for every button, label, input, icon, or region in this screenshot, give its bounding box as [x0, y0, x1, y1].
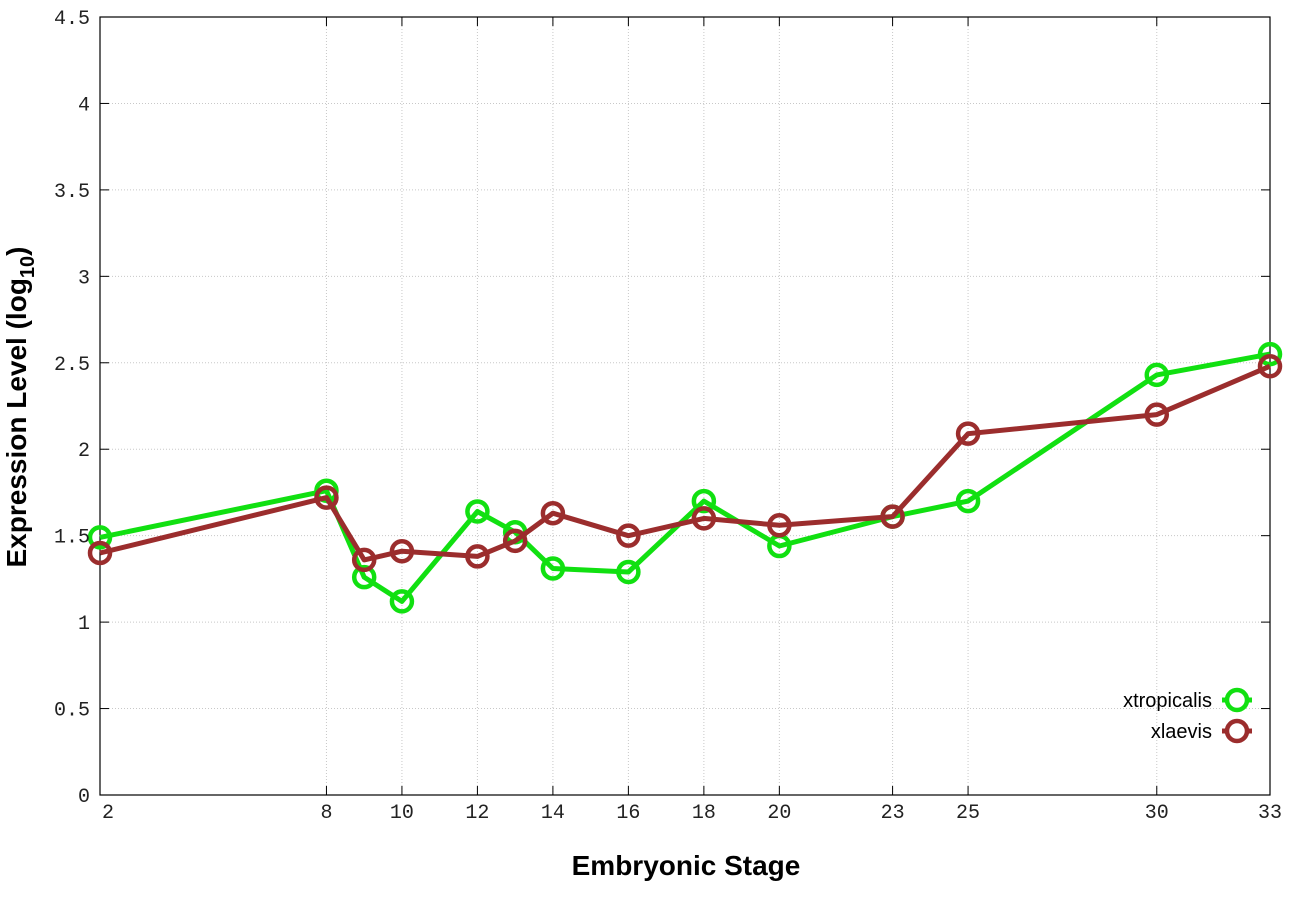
x-tick-label: 30	[1145, 802, 1169, 825]
y-axis-title-main: Expression Level (log	[1, 278, 32, 567]
data-point-xlaevis	[955, 421, 981, 446]
series-lines	[87, 341, 1283, 614]
x-tick-label: 8	[320, 802, 332, 825]
series-line-xlaevis	[99, 363, 1271, 563]
axes	[99, 16, 1271, 796]
data-point-xtropicalis	[1257, 341, 1283, 367]
data-point-xlaevis	[87, 540, 113, 566]
legend-label-xtropicalis: xtropicalis	[1123, 690, 1212, 712]
y-tick-label: 3	[78, 267, 90, 290]
data-point-xtropicalis	[540, 556, 566, 581]
data-point-xtropicalis	[1144, 362, 1170, 388]
data-point-xtropicalis	[465, 499, 490, 524]
y-tick-label: 0	[78, 786, 90, 809]
tick-labels: 0 0.5 1 1.5 2 2.5 3 3.5 4 4.5 2 8 10 12 14 16 18 20 23 25 30…	[54, 8, 1282, 825]
y-tick-label: 2.5	[54, 354, 90, 377]
data-point-xlaevis	[351, 547, 377, 573]
data-point-xtropicalis	[691, 488, 717, 514]
data-point-xlaevis	[691, 506, 717, 531]
y-axis-title-subscript: 10	[17, 256, 39, 278]
x-axis-title: Embryonic Stage	[572, 850, 801, 881]
plot-frame	[99, 16, 1271, 796]
data-point-xtropicalis	[87, 525, 113, 550]
x-tick-label: 20	[767, 802, 791, 825]
y-tick-label: 4	[78, 94, 90, 117]
data-point-xlaevis	[314, 485, 339, 510]
y-tick-label: 0.5	[54, 700, 90, 723]
y-tick-label: 2	[78, 440, 90, 463]
data-point-xtropicalis	[351, 564, 377, 590]
y-tick-label: 1.5	[54, 527, 90, 550]
x-tick-label: 33	[1258, 802, 1282, 825]
x-tick-label: 18	[692, 802, 716, 825]
x-tick-label: 2	[102, 802, 114, 825]
x-tick-label: 14	[541, 802, 565, 825]
data-point-xlaevis	[502, 528, 528, 554]
x-tick-label: 16	[616, 802, 640, 825]
data-point-xlaevis	[880, 504, 905, 529]
x-tick-label: 10	[390, 802, 414, 825]
legend: xtropicalis xlaevis	[1123, 687, 1252, 744]
data-point-xtropicalis	[616, 559, 641, 585]
legend-marker-xtropicalis	[1224, 687, 1250, 713]
data-point-xlaevis	[1144, 402, 1170, 427]
data-point-xlaevis	[616, 523, 641, 548]
data-point-xlaevis	[540, 500, 566, 526]
y-axis-title-close: )	[1, 247, 32, 256]
y-axis-title: Expression Level (log10)	[1, 247, 39, 568]
legend-label-xlaevis: xlaevis	[1151, 721, 1212, 743]
y-tick-label: 1	[78, 613, 90, 636]
data-point-xlaevis	[1257, 353, 1283, 379]
legend-marker-xlaevis	[1224, 718, 1250, 744]
data-point-xtropicalis	[389, 589, 415, 614]
y-tick-label: 3.5	[54, 181, 90, 204]
series-line-xtropicalis	[99, 351, 1271, 604]
y-tick-label: 4.5	[54, 8, 90, 31]
data-point-xlaevis	[389, 538, 415, 564]
x-tick-label: 12	[465, 802, 489, 825]
grid-lines	[100, 17, 1270, 795]
x-tick-label: 25	[956, 802, 980, 825]
data-point-xlaevis	[767, 513, 792, 538]
data-point-xlaevis	[465, 544, 490, 569]
x-tick-label: 23	[881, 802, 905, 825]
data-point-xtropicalis	[955, 488, 981, 514]
